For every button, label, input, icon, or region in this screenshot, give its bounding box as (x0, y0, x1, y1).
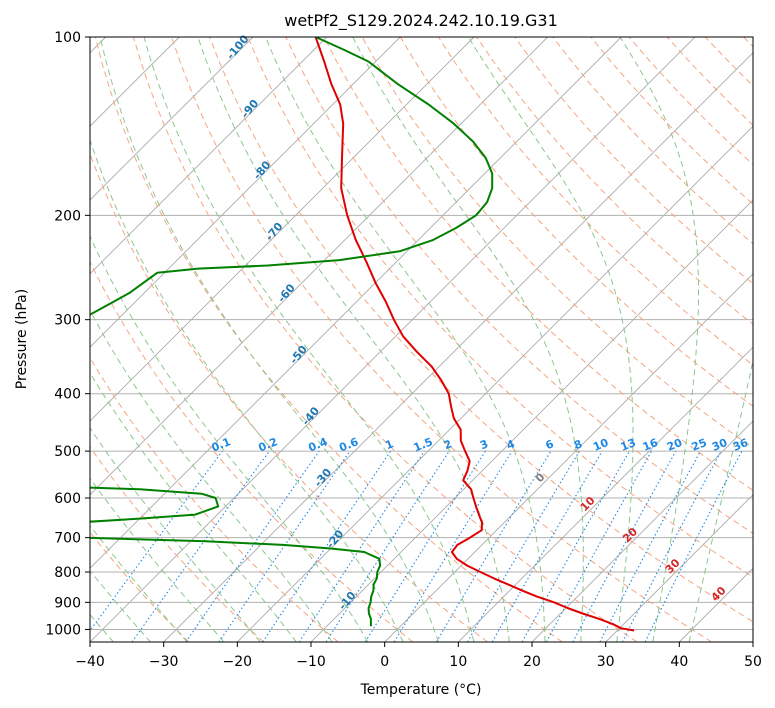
mixing-ratio-line (393, 450, 513, 642)
dry-adiabat-line (94, 37, 563, 642)
mixing-ratio-line (644, 450, 743, 642)
plot-frame (89, 36, 754, 643)
dry-adiabat-line (171, 37, 712, 642)
x-tick-label: 50 (744, 654, 762, 670)
moist-adiabat-line (90, 235, 369, 642)
moist-adiabat-line (688, 358, 753, 642)
dry-adiabat-line (209, 37, 753, 623)
moist-adiabat-line (90, 371, 297, 642)
moist-adiabat-line (143, 37, 475, 642)
mixing-ratio-label: 36 (731, 436, 750, 454)
mixing-ratio-line (521, 450, 630, 642)
mixing-ratio-line (185, 450, 320, 642)
x-axis-label: Temperature (°C) (360, 682, 482, 698)
isotherm-line (752, 641, 753, 642)
mixing-ratio-label: 10 (591, 436, 610, 454)
dewpoint-profile-line (90, 37, 494, 627)
mixing-ratio-line (325, 450, 450, 642)
moist-adiabat-line (90, 569, 151, 642)
dry-adiabat-line (247, 37, 753, 578)
y-tick-label: 600 (54, 491, 81, 507)
isotherm-line (457, 346, 753, 642)
y-tick-label: 900 (54, 595, 81, 611)
isotherm-line (531, 420, 753, 642)
x-tick-label: 20 (523, 654, 541, 670)
mixing-ratio-label: 2 (442, 437, 454, 452)
isotherm-line (90, 37, 549, 496)
mixing-ratio-label: 3 (478, 437, 490, 452)
mixing-ratio-label: 25 (690, 436, 709, 454)
mixing-ratio-line (572, 450, 677, 642)
isotherm-line (90, 37, 475, 422)
x-axis: −40 −30 −20 −10 0 10 20 30 40 50 (75, 642, 762, 670)
isotherm-line (163, 52, 753, 642)
x-tick-label: 0 (380, 654, 389, 670)
dry-adiabat-line (90, 260, 414, 642)
isotherm-line (90, 37, 622, 569)
y-axis-label: Pressure (hPa) (14, 289, 30, 389)
dry-adiabat-line (285, 37, 753, 535)
profile-series (90, 37, 635, 632)
y-tick-label: 100 (54, 30, 81, 46)
mixing-ratio-label: 1 (383, 437, 395, 452)
moist-adiabat-line (90, 309, 333, 642)
moist-adiabat-line (265, 37, 546, 642)
x-tick-label: −30 (149, 654, 179, 670)
background-lines (90, 37, 753, 642)
isotherm-line (605, 494, 753, 642)
y-tick-label: 700 (54, 531, 81, 547)
y-tick-label: 200 (54, 208, 81, 224)
mixing-ratio-label: 30 (710, 436, 729, 454)
moist-adiabat-line (90, 138, 404, 642)
mixing-ratio-line (90, 450, 223, 632)
dry-adiabat-line (90, 356, 339, 642)
y-axis: 100 200 300 400 500 600 700 800 900 1000 (45, 30, 90, 638)
x-tick-label: −10 (296, 654, 326, 670)
isotherm-line (90, 37, 328, 275)
y-tick-label: 500 (54, 444, 81, 460)
dry-adiabat-line (514, 37, 753, 285)
isotherm-line (90, 37, 401, 348)
x-tick-label: −20 (223, 654, 253, 670)
mixing-ratio-label: 8 (572, 437, 584, 452)
mixing-ratio-label: 16 (641, 436, 660, 454)
x-tick-label: −40 (75, 654, 105, 670)
moist-adiabat-line (90, 524, 188, 642)
temperature-profile-line (314, 37, 635, 632)
y-tick-label: 800 (54, 565, 81, 581)
moist-adiabat-line (619, 37, 699, 642)
mixing-ratio-line (131, 450, 270, 642)
chart-title: wetPf2_S129.2024.242.10.19.G31 (284, 11, 558, 31)
isotherm-line (90, 37, 254, 201)
dry-adiabat-line (132, 37, 638, 642)
dry-adiabat-line (323, 37, 753, 491)
mixing-ratio-line (545, 450, 653, 642)
x-tick-label: 10 (449, 654, 467, 670)
moist-adiabat-line (352, 37, 584, 642)
isotherm-line (236, 125, 753, 642)
mixing-ratio-line (218, 450, 351, 642)
isotherm-line (384, 273, 753, 642)
x-tick-label: 40 (670, 654, 688, 670)
moist-adiabat-line (90, 427, 261, 642)
y-tick-label: 1000 (45, 622, 81, 638)
mixing-ratio-label: 13 (619, 436, 638, 454)
dry-adiabat-line (476, 37, 753, 325)
mixing-ratio-label: 20 (665, 436, 684, 454)
mixing-ratio-line (262, 450, 392, 642)
y-tick-label: 300 (54, 313, 81, 329)
y-tick-label: 400 (54, 387, 81, 403)
x-tick-label: 30 (597, 654, 615, 670)
dry-adiabat-line (90, 446, 264, 642)
moist-adiabat-line (99, 37, 439, 642)
mixing-ratio-line (298, 450, 425, 642)
